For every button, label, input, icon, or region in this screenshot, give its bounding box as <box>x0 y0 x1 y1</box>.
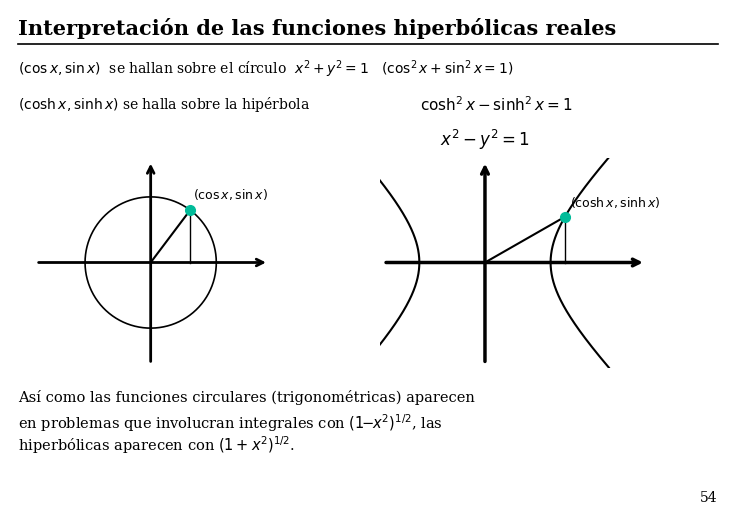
Text: $x^2-y^2=1$: $x^2-y^2=1$ <box>440 128 529 152</box>
Text: $(\cos x,\sin x)$  se hallan sobre el círculo  $x^2+y^2=1$   $(\cos^2 x+\sin^2 x: $(\cos x,\sin x)$ se hallan sobre el cír… <box>18 58 513 80</box>
Text: Así como las funciones circulares (trigonométricas) aparecen: Así como las funciones circulares (trigo… <box>18 390 475 405</box>
Text: $\cosh^2 x-\sinh^2 x=1$: $\cosh^2 x-\sinh^2 x=1$ <box>420 95 573 114</box>
Text: $(\cosh x,\sinh x)$: $(\cosh x,\sinh x)$ <box>570 195 660 210</box>
Text: en problemas que involucran integrales con $(1\!\!-\!\!x^2)^{1/2}$, las: en problemas que involucran integrales c… <box>18 412 442 434</box>
Text: $(\cosh x,\sinh x)$ se halla sobre la hipérbola: $(\cosh x,\sinh x)$ se halla sobre la hi… <box>18 95 310 114</box>
Text: 54: 54 <box>700 491 718 505</box>
Text: $(\cos x,\sin x)$: $(\cos x,\sin x)$ <box>193 187 268 202</box>
Text: hiperbólicas aparecen con $(1+x^2)^{1/2}$.: hiperbólicas aparecen con $(1+x^2)^{1/2}… <box>18 434 295 456</box>
Text: Interpretación de las funciones hiperbólicas reales: Interpretación de las funciones hiperból… <box>18 18 616 39</box>
